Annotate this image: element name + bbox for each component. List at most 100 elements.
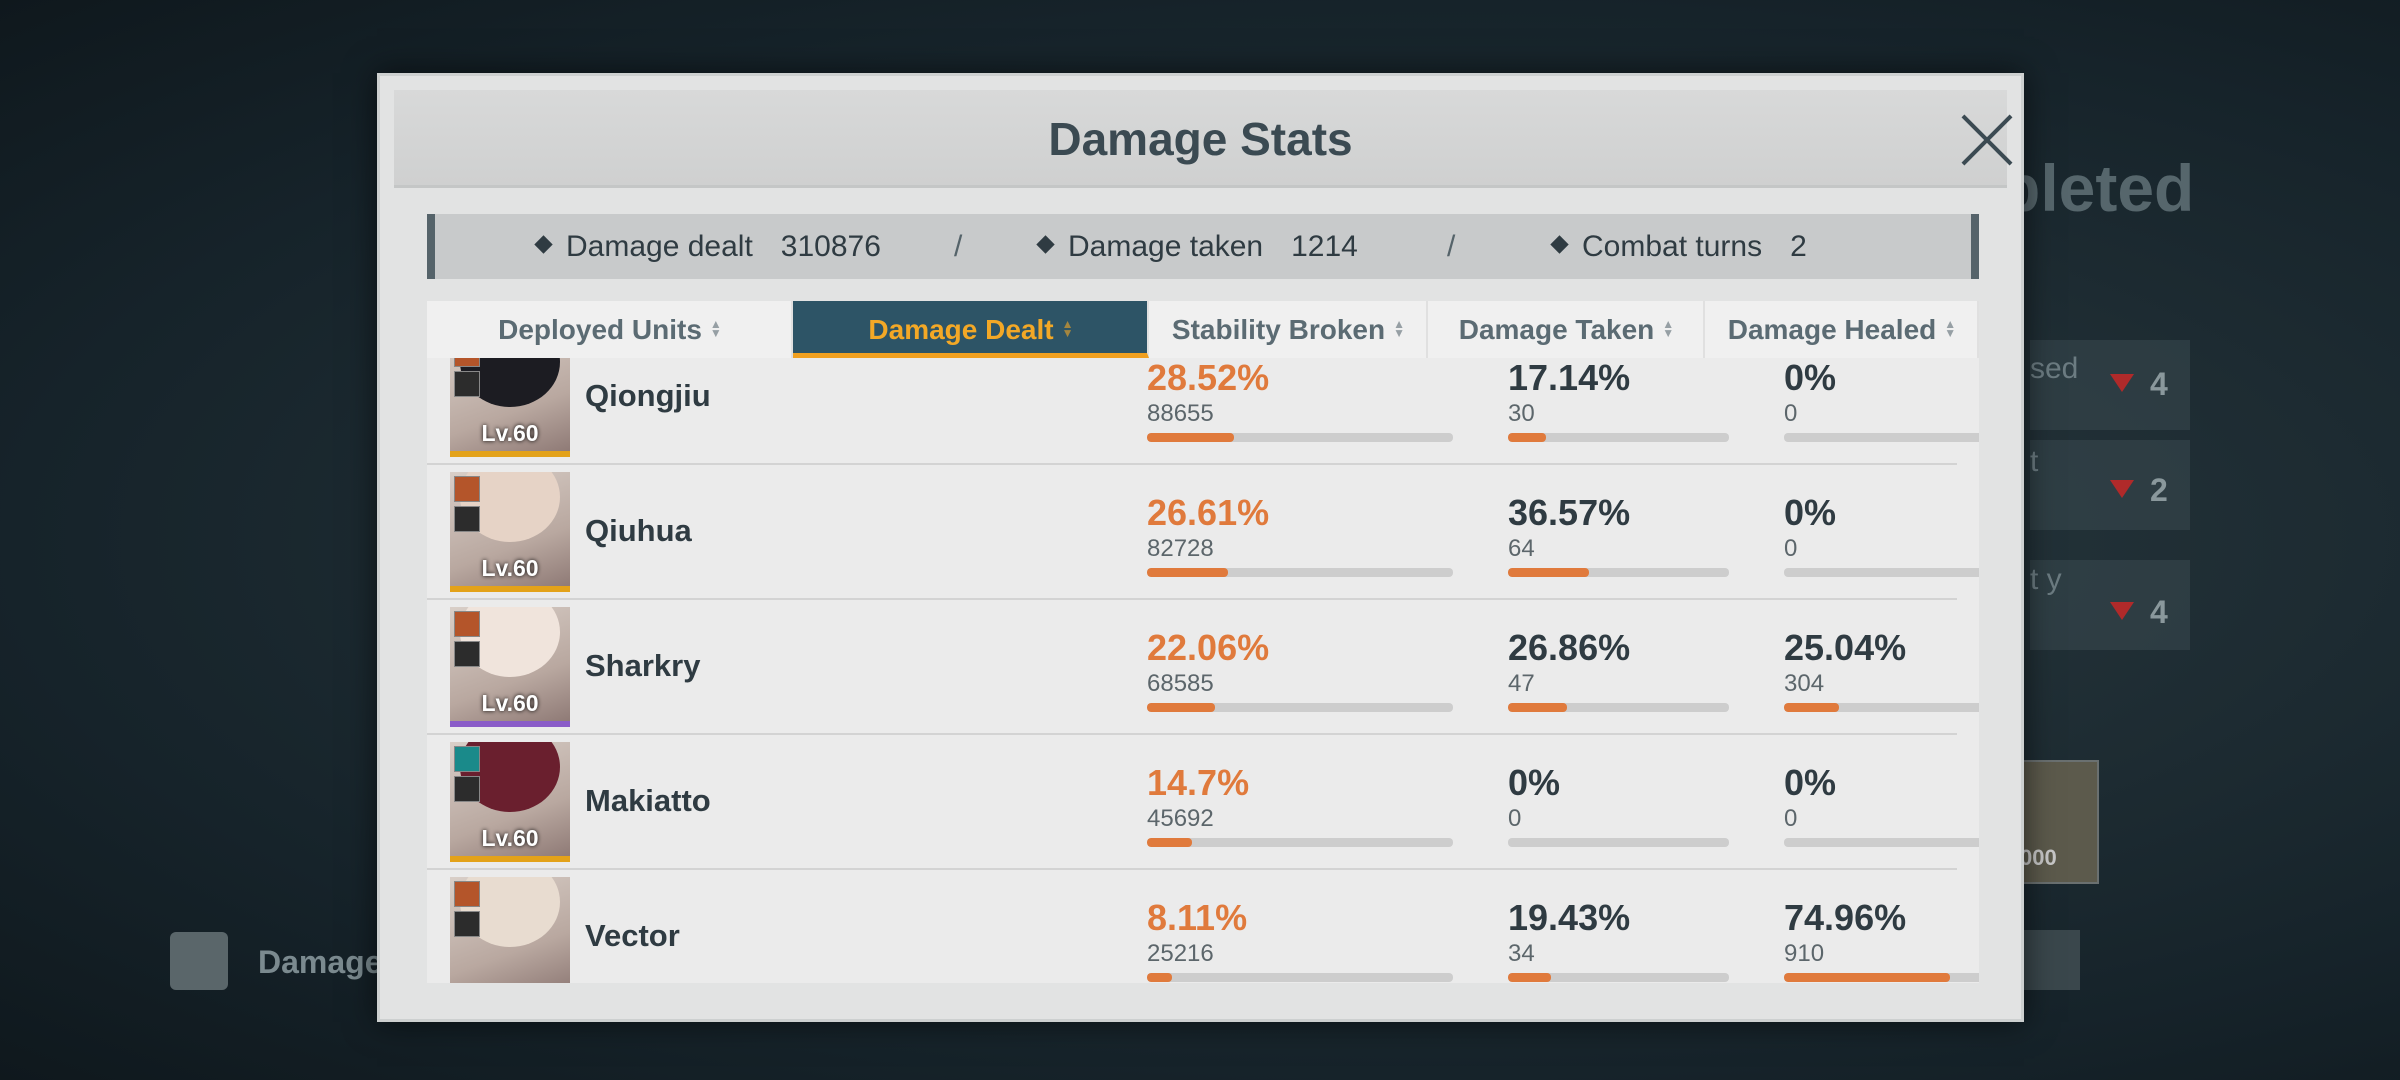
column-header[interactable]: Damage Healed ▲ ▼ bbox=[1705, 301, 1979, 358]
stat-bar-track bbox=[1784, 838, 1979, 847]
stat-amount: 0 bbox=[1784, 400, 1798, 427]
stat-bar-track bbox=[1508, 703, 1729, 712]
class-icon bbox=[454, 641, 480, 667]
separator: / bbox=[954, 230, 963, 263]
stat-bar bbox=[1147, 568, 1229, 577]
rarity-stripe bbox=[450, 856, 570, 862]
stat-amount: 34 bbox=[1508, 940, 1535, 967]
damage-stats-dialog: Damage Stats Damage dealt 310876 / Damage t… bbox=[377, 73, 2024, 1022]
unit-level: Lv.60 bbox=[481, 555, 539, 581]
stat-amount: 0 bbox=[1508, 805, 1522, 832]
separator: / bbox=[1447, 230, 1456, 263]
stat-bar-track bbox=[1508, 433, 1729, 442]
stat-bar bbox=[1508, 433, 1546, 442]
background-panel bbox=[2030, 440, 2190, 530]
close-button[interactable] bbox=[1959, 112, 2015, 168]
summary-label: Damage dealt bbox=[566, 230, 753, 263]
summary-bar: Damage dealt 310876 / Damage taken 1214 / Comb… bbox=[427, 214, 1979, 279]
stat-bar bbox=[1147, 973, 1172, 982]
stat-bar-track bbox=[1147, 433, 1453, 442]
stat-bar-track bbox=[1508, 973, 1729, 982]
column-header[interactable]: Damage Dealt ▲ ▼ bbox=[793, 301, 1149, 358]
sort-icon: ▲ ▼ bbox=[1393, 317, 1405, 340]
unit-avatar: Lv.60 bbox=[450, 742, 570, 862]
column-title: Deployed Units bbox=[498, 314, 702, 345]
unit-avatar: Lv.60 bbox=[450, 607, 570, 727]
background-label: t y bbox=[2030, 563, 2062, 596]
element-icon bbox=[454, 881, 480, 907]
unit-level: Lv.60 bbox=[481, 690, 539, 716]
unit-name: Qiuhua bbox=[585, 513, 692, 548]
stat-percent: 14.7% bbox=[1147, 762, 1250, 803]
unit-level: Lv.60 bbox=[481, 825, 539, 851]
stat-bar bbox=[1147, 703, 1215, 712]
damage-button: Damage bbox=[258, 944, 383, 980]
stat-bar bbox=[1508, 703, 1568, 712]
stat-bar-track bbox=[1508, 568, 1729, 577]
stat-percent: 26.61% bbox=[1147, 492, 1270, 533]
stat-percent: 36.57% bbox=[1508, 492, 1631, 533]
stat-bar-track bbox=[1784, 973, 1979, 982]
background-count: 4 bbox=[2110, 594, 2168, 630]
stat-percent: 0% bbox=[1784, 492, 1837, 533]
stat-bar-track bbox=[1147, 838, 1453, 847]
stat-percent: 26.86% bbox=[1508, 627, 1631, 668]
dialog-title: Damage Stats bbox=[1048, 113, 1353, 165]
unit-avatar: Lv.60 bbox=[450, 358, 570, 457]
element-icon bbox=[454, 611, 480, 637]
background-panel bbox=[2030, 560, 2190, 650]
unit-level: Lv.60 bbox=[481, 420, 539, 446]
stat-bar bbox=[1784, 703, 1840, 712]
background-label: sed bbox=[2030, 352, 2079, 385]
stat-bar-track bbox=[1508, 838, 1729, 847]
column-title: Stability Broken bbox=[1171, 314, 1386, 345]
element-icon bbox=[454, 358, 480, 367]
class-icon bbox=[454, 776, 480, 802]
stat-amount: 304 bbox=[1784, 670, 1825, 697]
stat-percent: 0% bbox=[1508, 762, 1561, 803]
sort-icon: ▲ ▼ bbox=[1662, 317, 1675, 340]
class-icon bbox=[454, 506, 480, 532]
summary-item: Damage dealt 310876 bbox=[534, 230, 881, 264]
stat-percent: 25.04% bbox=[1784, 627, 1907, 668]
stat-amount: 0 bbox=[1784, 805, 1798, 832]
unit-name: Qiongjiu bbox=[585, 378, 711, 413]
reward-count: 000 bbox=[2020, 845, 2057, 870]
stat-bar bbox=[1784, 973, 1950, 982]
rarity-stripe bbox=[450, 451, 570, 457]
stat-bar bbox=[1147, 838, 1192, 847]
diamond-icon bbox=[1036, 235, 1055, 254]
stat-percent: 17.14% bbox=[1508, 358, 1631, 398]
summary-value: 2 bbox=[1790, 230, 1807, 263]
column-header[interactable]: Stability Broken ▲ ▼ bbox=[1149, 301, 1428, 358]
stat-percent: 19.43% bbox=[1508, 897, 1631, 938]
background-count: 2 bbox=[2110, 472, 2168, 508]
column-title: Damage Healed bbox=[1727, 314, 1937, 345]
sort-icon: ▲ ▼ bbox=[1944, 317, 1957, 340]
stat-amount: 45692 bbox=[1147, 805, 1214, 832]
sort-icon: ▲ ▼ bbox=[709, 317, 722, 340]
stat-amount: 0 bbox=[1784, 535, 1798, 562]
column-header[interactable]: Deployed Units ▲ ▼ bbox=[427, 301, 793, 358]
stat-amount: 25216 bbox=[1147, 940, 1214, 967]
background-panel bbox=[2030, 340, 2190, 430]
element-icon bbox=[454, 746, 480, 772]
column-title: Damage Dealt bbox=[868, 314, 1054, 345]
stat-percent: 0% bbox=[1784, 358, 1837, 398]
stat-bar-track bbox=[1784, 568, 1979, 577]
diamond-icon bbox=[1550, 235, 1569, 254]
background-label: t bbox=[2030, 445, 2039, 478]
column-header[interactable]: Damage Taken ▲ ▼ bbox=[1428, 301, 1705, 358]
stat-amount: 64 bbox=[1508, 535, 1535, 562]
stat-bar bbox=[1508, 973, 1551, 982]
stat-bar-track bbox=[1147, 973, 1453, 982]
stat-percent: 74.96% bbox=[1784, 897, 1907, 938]
button-icon bbox=[170, 932, 228, 990]
unit-avatar: Lv.60 bbox=[450, 472, 570, 592]
stat-amount: 30 bbox=[1508, 400, 1535, 427]
